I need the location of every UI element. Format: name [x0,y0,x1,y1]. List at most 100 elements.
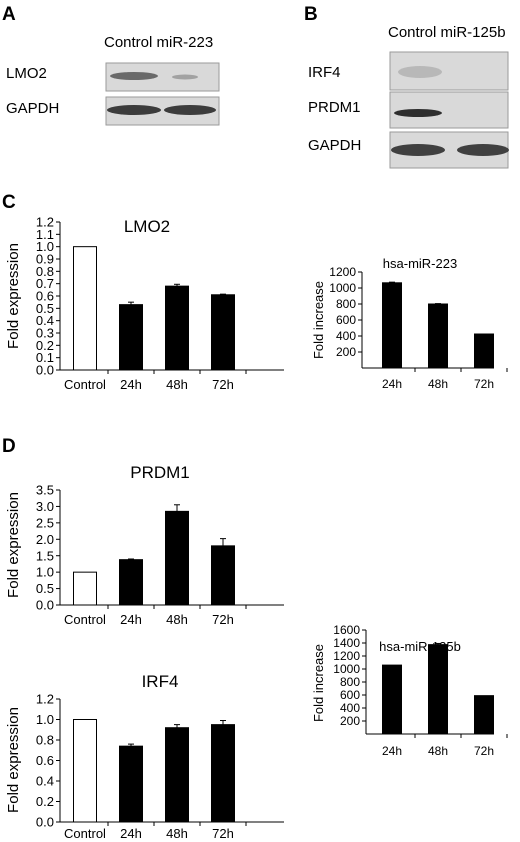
irf4-y-tick-label: 1.2 [36,692,54,707]
irf4-category-label: Control [64,826,106,841]
prdm1-category-label: 48h [166,612,188,627]
irf4-bar-48h [165,727,189,823]
blot-a-row-label-gapdh: GAPDH [6,100,59,117]
prdm1-y-tick-label: 3.0 [36,499,54,514]
chart-lmo2: 0.00.10.20.30.40.50.60.70.80.91.01.11.2 C… [5,215,284,392]
lmo2-y-tick-label: 0.5 [36,301,54,316]
irf4-y-axis-label: Fold expression [5,707,22,813]
lmo2-bar-24h [119,304,143,371]
panel-letter-b: B [304,4,318,25]
mir125b-y-tick-label: 1000 [333,662,360,676]
mir125b-bar-72h [474,695,494,735]
blot-b-row-label-gapdh: GAPDH [308,137,361,154]
blot-a-band-control-lmo2 [110,72,158,80]
mir125b-y-tick-label: 1400 [333,636,360,650]
panel-letter-a: A [2,4,16,25]
mir125b-bar-48h [428,644,448,735]
irf4-y-tick-label: 1.0 [36,712,54,727]
mir125b-y-tick-label: 600 [340,688,360,702]
prdm1-y-tick-label: 1.5 [36,548,54,563]
mir223-bar-48h [428,303,448,369]
blot-a-band-mir223-gapdh [164,105,216,115]
irf4-y-tick-label: 0.6 [36,753,54,768]
panel-letter-c: C [2,192,16,213]
lmo2-bar-control [73,246,97,371]
mir223-category-label: 48h [428,377,448,391]
panel-letter-d: D [2,436,16,457]
blot-a-band-mir223-lmo2 [172,74,198,80]
lmo2-y-tick-label: 0.4 [36,313,54,328]
prdm1-bar-control [73,571,97,606]
chart-prdm1: 0.0 0.51.0 1.52.0 2.53.03.5 Control 24h 48h 72h… [5,463,284,627]
prdm1-title: PRDM1 [130,463,190,482]
mir125b-title: hsa-miR-125b [379,639,461,654]
prdm1-y-tick-label: 1.0 [36,565,54,580]
blot-a-image [105,62,220,126]
irf4-y-tick-label: 0.0 [36,815,54,830]
mir125b-y-tick-label: 400 [340,701,360,715]
mir223-y-axis-label: Fold increase [311,281,326,359]
mir125b-category-label: 72h [474,744,494,758]
prdm1-y-tick-label: 2.0 [36,532,54,547]
irf4-y-tick-label: 0.8 [36,733,54,748]
blot-b-row-label-irf4: IRF4 [308,64,341,81]
prdm1-category-label: 24h [120,612,142,627]
irf4-category-label: 72h [212,826,234,841]
blot-a-row-label-lmo2: LMO2 [6,65,47,82]
mir125b-y-tick-label: 200 [340,714,360,728]
blot-b-row-label-prdm1: PRDM1 [308,99,361,116]
mir125b-y-tick-label: 1200 [333,649,360,663]
blot-a-band-control-gapdh [107,105,161,115]
blot-b-band-control-irf4 [398,66,442,78]
lmo2-category-label: Control [64,377,106,392]
prdm1-bar-24h [119,559,143,606]
prdm1-y-tick-label: 0.0 [36,598,54,613]
blot-b-image [389,51,509,169]
lmo2-category-label: 24h [120,377,142,392]
lmo2-y-tick-label: 0.1 [36,350,54,365]
lmo2-y-tick-label: 0.2 [36,338,54,353]
lmo2-bar-72h [211,294,235,371]
chart-irf4: 0.0 0.2 0.4 0.6 0.8 1.0 1.2 Control 24h 48h 72h IRF… [5,672,284,841]
lmo2-category-label: 72h [212,377,234,392]
lmo2-y-tick-label: 0.9 [36,252,54,267]
prdm1-y-tick-label: 3.5 [36,483,54,498]
mir125b-y-tick-label: 1600 [333,623,360,637]
irf4-bar-control [73,719,97,823]
lmo2-y-tick-label: 0.7 [36,276,54,291]
mir125b-category-label: 48h [428,744,448,758]
lmo2-bar-48h [165,285,189,371]
mir223-y-tick-label: 600 [336,313,356,327]
prdm1-y-tick-label: 0.5 [36,581,54,596]
mir223-bar-72h [474,333,494,369]
blot-b-band-mir125b-gapdh [457,144,509,156]
mir223-title: hsa-miR-223 [383,256,457,271]
irf4-bar-24h [119,745,143,823]
prdm1-y-tick-label: 2.5 [36,515,54,530]
blot-a-lane-header: Control miR-223 [104,34,213,51]
blot-b-band-control-prdm1 [394,109,442,117]
mir223-y-tick-label: 800 [336,297,356,311]
lmo2-title: LMO2 [124,217,170,236]
mir125b-bar-24h [382,664,402,735]
lmo2-y-tick-label: 0.3 [36,326,54,341]
lmo2-y-tick-label: 1.2 [36,215,54,230]
lmo2-category-label: 48h [166,377,188,392]
blot-b-lane-header: Control miR-125b [388,24,506,41]
mir125b-y-tick-label: 800 [340,675,360,689]
lmo2-y-tick-label: 0.0 [36,363,54,378]
irf4-y-tick-label: 0.4 [36,774,54,789]
prdm1-category-label: 72h [212,612,234,627]
lmo2-y-axis-label: Fold expression [5,243,22,349]
mir223-y-tick-label: 200 [336,345,356,359]
irf4-category-label: 24h [120,826,142,841]
blot-b-band-control-gapdh [391,144,445,156]
mir223-category-label: 72h [474,377,494,391]
lmo2-y-tick-label: 1.1 [36,227,54,242]
prdm1-bar-72h [211,545,235,606]
lmo2-y-tick-label: 0.6 [36,289,54,304]
mir223-y-tick-label: 1000 [329,281,356,295]
irf4-bar-72h [211,724,235,823]
